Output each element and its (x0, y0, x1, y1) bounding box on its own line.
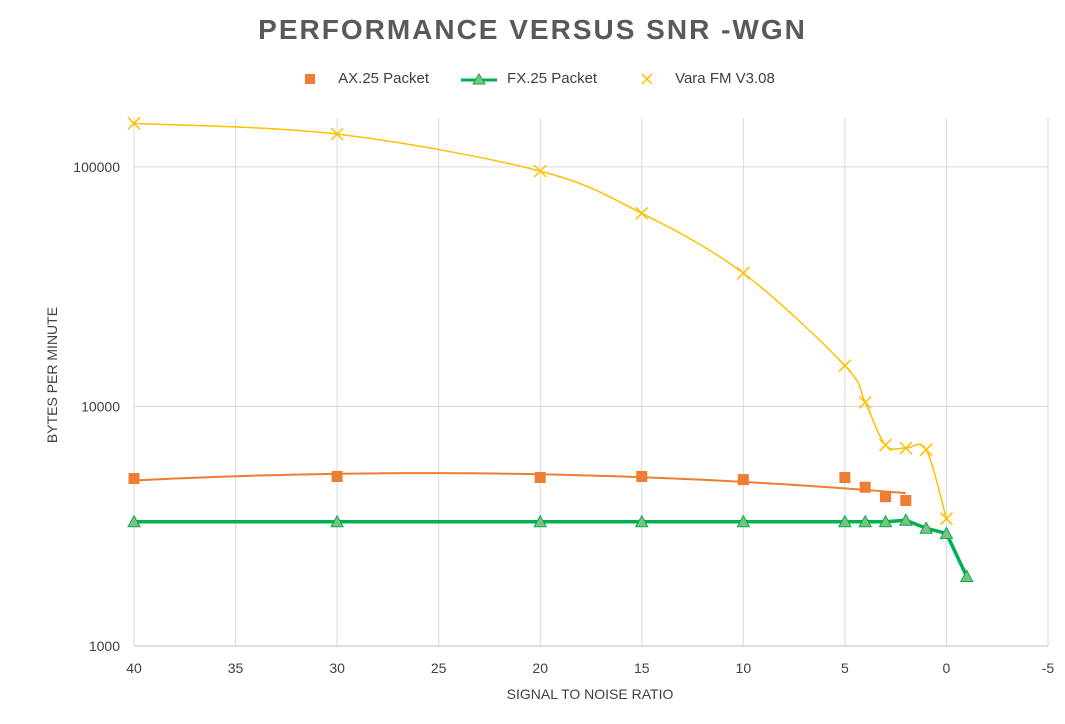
x-mark-stroke (533, 164, 547, 178)
legend-item-ax25: AX.25 Packet (290, 70, 429, 87)
fx25-point (634, 514, 649, 528)
x-mark-stroke (899, 441, 913, 455)
x-mark-stroke (939, 512, 953, 526)
ax25-point (880, 491, 892, 503)
x-mark-stroke (878, 438, 893, 452)
legend-item-fx25: FX.25 Packet (459, 70, 597, 87)
x-mark-stroke (635, 206, 649, 220)
fx25-point (878, 514, 893, 528)
x-mark-stroke (919, 443, 933, 457)
ax25-point (859, 481, 871, 493)
legend: AX.25 Packet FX.25 Packet Vara FM V3.08 (0, 70, 1065, 87)
grid (133, 118, 1049, 647)
x-tick-label: 0 (943, 660, 951, 676)
y-axis-label: BYTES PER MINUTE (44, 306, 60, 444)
vara-point (736, 266, 750, 280)
fx25-line (134, 518, 969, 578)
fx25-point (127, 514, 141, 528)
fx25-point (939, 526, 954, 539)
x-tick-label: 10 (736, 660, 752, 676)
x-mark-stroke (858, 395, 872, 409)
vara-point (919, 443, 933, 457)
x-mark-stroke (330, 127, 344, 141)
ax25-point (839, 472, 851, 484)
chart-title: PERFORMANCE VERSUS SNR -WGN (258, 14, 807, 45)
x-mark-stroke (736, 266, 750, 280)
y-tick-label: 100000 (73, 159, 120, 175)
fx25-point (858, 514, 873, 528)
ax25-point (636, 471, 648, 483)
vara-point (635, 206, 649, 220)
triangle-line-marker-icon (461, 72, 498, 84)
x-marker-icon (641, 72, 653, 85)
vara-point (533, 164, 547, 178)
ax25-trendline (133, 472, 906, 495)
ax25-point (900, 494, 912, 506)
square-marker-icon (305, 73, 316, 84)
fx25-point (533, 514, 548, 528)
x-tick-label: 15 (634, 660, 650, 676)
fx25-point (898, 513, 913, 526)
x-tick-label: -5 (1042, 660, 1055, 676)
series-marks (127, 116, 974, 583)
x-tick-label: 20 (532, 660, 548, 676)
legend-label-ax25: AX.25 Packet (338, 70, 430, 87)
x-tick-label: 25 (431, 660, 447, 676)
vara-point (878, 438, 893, 452)
vara-point (127, 116, 141, 130)
x-tick-label: 35 (228, 660, 244, 676)
ax25-point (534, 472, 546, 484)
vara-point (838, 359, 852, 373)
legend-label-fx25: FX.25 Packet (507, 70, 598, 87)
legend-item-vara: Vara FM V3.08 (627, 70, 775, 87)
fx25-point (736, 514, 751, 528)
fx25-point (838, 514, 852, 528)
y-tick-label: 1000 (89, 638, 120, 654)
legend-label-vara: Vara FM V3.08 (675, 70, 775, 87)
vara-point (330, 127, 344, 141)
x-mark-stroke (838, 359, 852, 373)
vara-point (939, 512, 953, 526)
x-tick-label: 5 (841, 660, 849, 676)
x-tick-label: 40 (126, 660, 142, 676)
x-axis-label: SIGNAL TO NOISE RATIO (506, 686, 674, 702)
fx25-point (330, 514, 344, 528)
ax25-point (331, 471, 343, 483)
trendlines (133, 122, 969, 578)
fx25-point (959, 569, 974, 583)
vara-point (899, 441, 913, 455)
fx25-point (919, 521, 933, 534)
vara-point (858, 395, 872, 409)
x-tick-label: 30 (329, 660, 345, 676)
ax25-point (737, 474, 749, 486)
ax25-point (128, 473, 140, 485)
y-tick-label: 10000 (81, 398, 120, 414)
tick-labels: 40 35 30 25 20 15 10 5 0 -5 1000 10000 100000 (73, 159, 1054, 676)
x-mark-stroke (127, 116, 141, 130)
